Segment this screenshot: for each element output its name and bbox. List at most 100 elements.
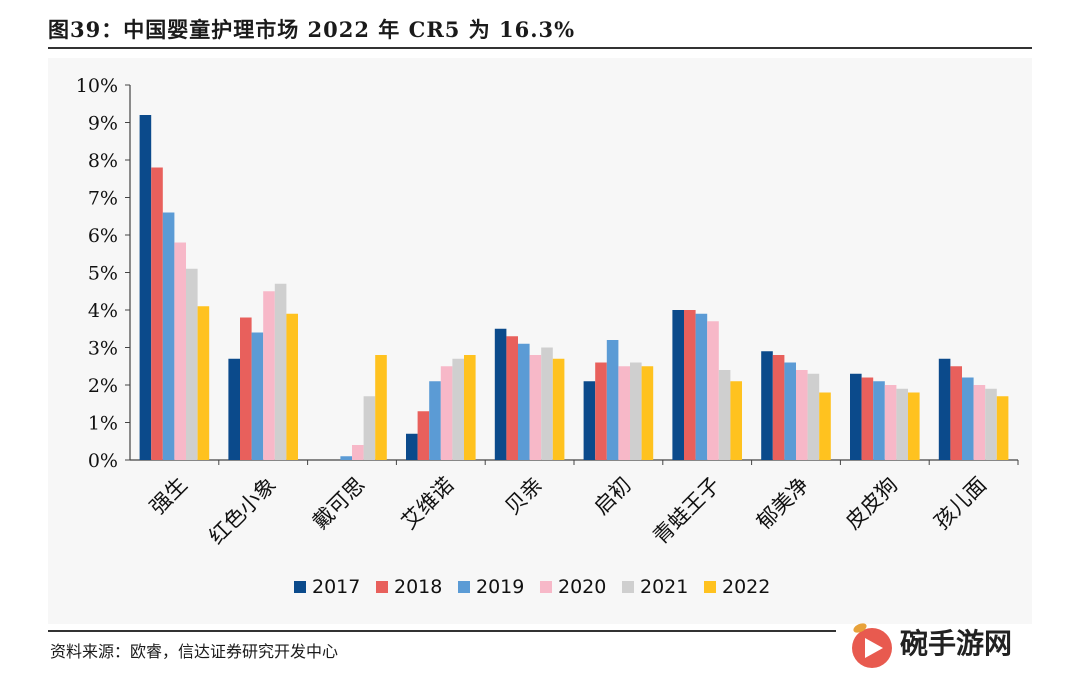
- source-note: 资料来源：欧睿，信达证券研究开发中心: [50, 642, 339, 661]
- x-category-label: 郁美净: [752, 473, 814, 535]
- bar-2021: [718, 370, 731, 460]
- bar-2020: [796, 370, 808, 460]
- y-tick-label: 10%: [76, 75, 118, 97]
- legend-label-2021: 2021: [640, 576, 688, 598]
- bar-chart: 0% 1% 2% 3% 4% 5% 6% 7% 8% 9% 10% 强生 红色小象 戴可思 艾维诺 贝亲 启初青…: [76, 75, 1019, 598]
- legend-swatch-2017: [294, 581, 306, 593]
- bar-2018: [417, 411, 430, 460]
- legend-label-2018: 2018: [394, 576, 442, 598]
- y-tick-label: 3%: [88, 338, 118, 360]
- watermark-text: 碗手游网: [900, 627, 1013, 660]
- y-tick-label: 5%: [88, 263, 118, 285]
- y-tick-label: 4%: [88, 300, 118, 322]
- bar-2019: [162, 212, 175, 460]
- bar-2022: [996, 396, 1009, 460]
- bar-2017: [406, 433, 418, 460]
- bar-2021: [452, 358, 464, 460]
- x-category-label: 启初: [589, 473, 636, 520]
- bar-2019: [873, 381, 885, 460]
- bar-2021: [630, 362, 642, 460]
- bar-2020: [352, 445, 364, 460]
- x-category-label: 贝亲: [500, 473, 547, 520]
- y-tick-label: 9%: [88, 113, 118, 135]
- y-tick-label: 0%: [88, 450, 118, 472]
- bar-2022: [819, 392, 831, 460]
- bar-2017: [938, 358, 951, 460]
- bar-2022: [908, 392, 920, 460]
- bar-2021: [541, 347, 553, 460]
- bar-2022: [464, 355, 476, 460]
- bar-2020: [618, 366, 630, 460]
- bar-2022: [552, 358, 565, 460]
- legend-swatch-2020: [540, 581, 552, 593]
- bar-2018: [151, 167, 163, 460]
- bar-2019: [518, 343, 530, 460]
- legend-label-2019: 2019: [476, 576, 524, 598]
- x-category-label: 孩儿面: [930, 473, 992, 535]
- bar-2018: [684, 310, 696, 460]
- bar-2022: [197, 306, 210, 460]
- bar-2020: [707, 321, 719, 460]
- x-category-label: 艾维诺: [397, 473, 459, 535]
- bar-2022: [286, 313, 298, 460]
- bar-2020: [973, 385, 986, 460]
- bar-2018: [772, 355, 785, 460]
- bar-2018: [595, 362, 607, 460]
- bar-2017: [850, 373, 862, 460]
- legend-swatch-2021: [622, 581, 634, 593]
- y-tick-label: 8%: [88, 150, 118, 172]
- chart-title: 图39：中国婴童护理市场 2022 年 CR5 为 16.3%: [48, 17, 576, 42]
- y-tick-label: 1%: [88, 413, 118, 435]
- bar-2019: [251, 332, 264, 460]
- source-divider: [48, 630, 836, 632]
- bar-2017: [139, 115, 152, 460]
- x-category-label: 青蛙王子: [648, 473, 724, 549]
- legend-label-2022: 2022: [722, 576, 770, 598]
- bar-2020: [884, 385, 897, 460]
- bar-2017: [494, 328, 507, 460]
- y-tick-label: 7%: [88, 188, 118, 210]
- bar-2020: [174, 242, 186, 460]
- legend-label-2020: 2020: [558, 576, 606, 598]
- bar-2018: [950, 366, 962, 460]
- bar-2018: [861, 377, 874, 460]
- bar-2021: [274, 283, 287, 460]
- legend-swatch-2022: [704, 581, 716, 593]
- bar-2021: [186, 268, 198, 460]
- bar-2020: [263, 291, 275, 460]
- y-tick-label: 6%: [88, 225, 118, 247]
- y-tick-label: 2%: [88, 375, 118, 397]
- bar-2018: [506, 336, 518, 460]
- bar-2021: [807, 373, 820, 460]
- x-category-label: 戴可思: [308, 473, 370, 535]
- bar-2020: [440, 366, 453, 460]
- play-badge-icon: [852, 623, 892, 668]
- bar-2017: [761, 351, 773, 460]
- bar-2019: [606, 340, 619, 460]
- bar-2019: [695, 313, 708, 460]
- bar-2017: [228, 358, 240, 460]
- legend-swatch-2018: [376, 581, 388, 593]
- x-category-label: 皮皮狗: [841, 473, 903, 535]
- watermark-logo: [852, 623, 892, 668]
- bar-2019: [429, 381, 441, 460]
- x-category-label: 强生: [145, 473, 192, 520]
- bar-2019: [340, 456, 352, 460]
- bar-2022: [730, 381, 742, 460]
- bar-2020: [529, 355, 542, 460]
- bar-2021: [363, 396, 376, 460]
- bar-2019: [784, 362, 796, 460]
- chart-panel: 0% 1% 2% 3% 4% 5% 6% 7% 8% 9% 10% 强生 红色小象 戴可思 艾维诺 贝亲 启初青…: [48, 58, 1032, 624]
- title-divider: [48, 47, 1032, 49]
- bar-2017: [672, 310, 684, 460]
- legend-label-2017: 2017: [312, 576, 360, 598]
- bar-2018: [240, 317, 252, 460]
- bar-2017: [583, 381, 596, 460]
- bar-2022: [375, 355, 387, 460]
- bar-2021: [985, 388, 997, 460]
- x-category-label: 红色小象: [204, 473, 280, 549]
- bar-2022: [641, 366, 654, 460]
- legend-swatch-2019: [458, 581, 470, 593]
- bar-2019: [962, 377, 974, 460]
- bar-2021: [896, 388, 908, 460]
